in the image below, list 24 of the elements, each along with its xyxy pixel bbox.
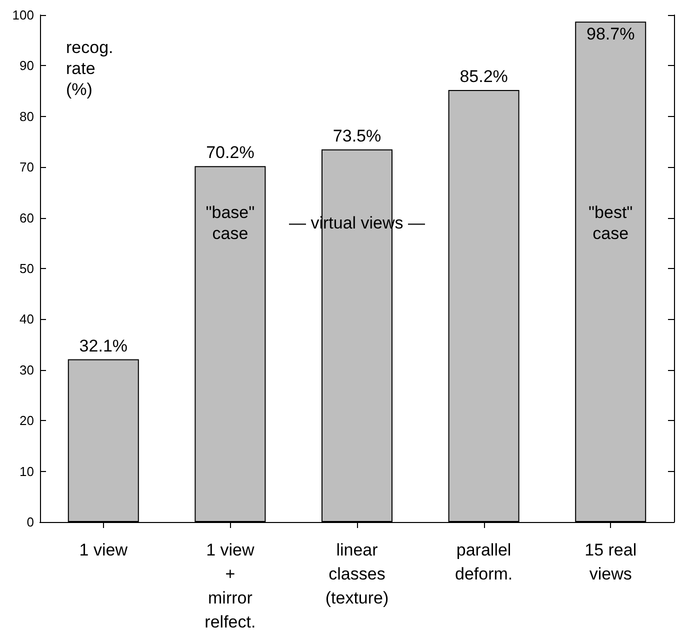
data-label: 73.5% (332, 126, 382, 146)
data-label: 70.2% (206, 143, 254, 162)
y-tick-label: 90 (20, 58, 34, 74)
x-tick-label: linear classes (texture) (325, 540, 389, 608)
x-tick-label: 1 view + mirror relfect. (204, 540, 256, 632)
y-tick-label: 30 (20, 362, 34, 378)
y-tick-label: 80 (20, 108, 34, 124)
y-tick-label: 100 (12, 8, 34, 22)
x-tick-label: parallel deform. (454, 540, 513, 584)
data-label: 98.7% (586, 24, 635, 44)
y-axis-title: recog. rate (%) (66, 38, 114, 99)
data-label: 85.2% (460, 67, 508, 86)
y-tick-label: 70 (20, 160, 34, 175)
annotation: "base" case (206, 202, 255, 243)
annotation: "best" case (588, 202, 633, 243)
x-tick-label: 15 real views (584, 540, 637, 584)
y-tick-label: 40 (20, 312, 34, 327)
data-label: 32.1% (79, 336, 128, 356)
y-tick-label: 60 (20, 210, 34, 226)
y-tick-label: 50 (20, 261, 34, 276)
x-tick-label: 1 view (79, 540, 128, 560)
y-tick-label: 20 (20, 413, 34, 428)
y-tick-label: 10 (20, 464, 34, 479)
y-tick-label: 0 (26, 514, 34, 530)
